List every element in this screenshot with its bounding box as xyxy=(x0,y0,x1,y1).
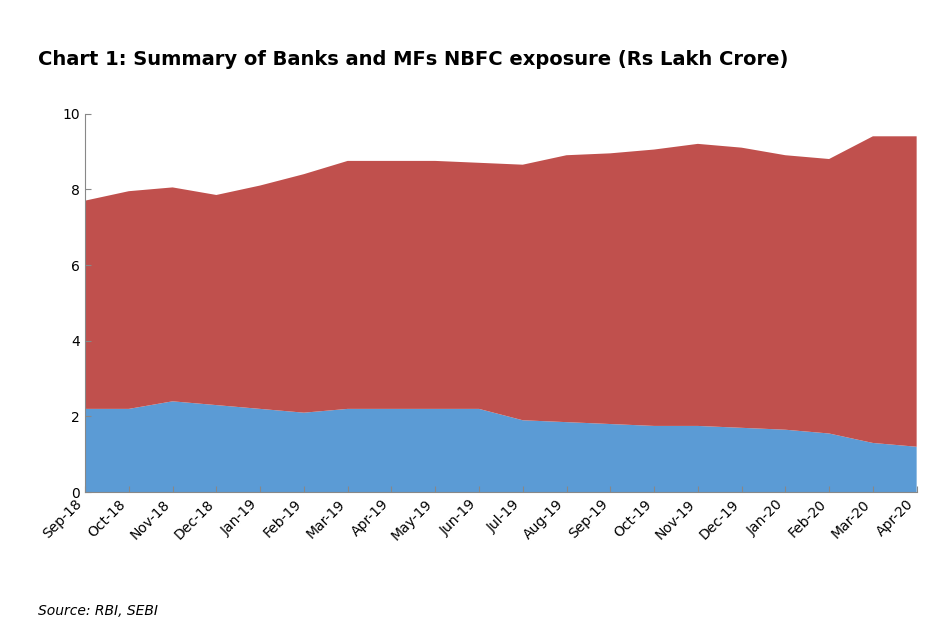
Text: Source: RBI, SEBI: Source: RBI, SEBI xyxy=(38,604,158,618)
Text: Chart 1: Summary of Banks and MFs NBFC exposure (Rs Lakh Crore): Chart 1: Summary of Banks and MFs NBFC e… xyxy=(38,50,787,69)
